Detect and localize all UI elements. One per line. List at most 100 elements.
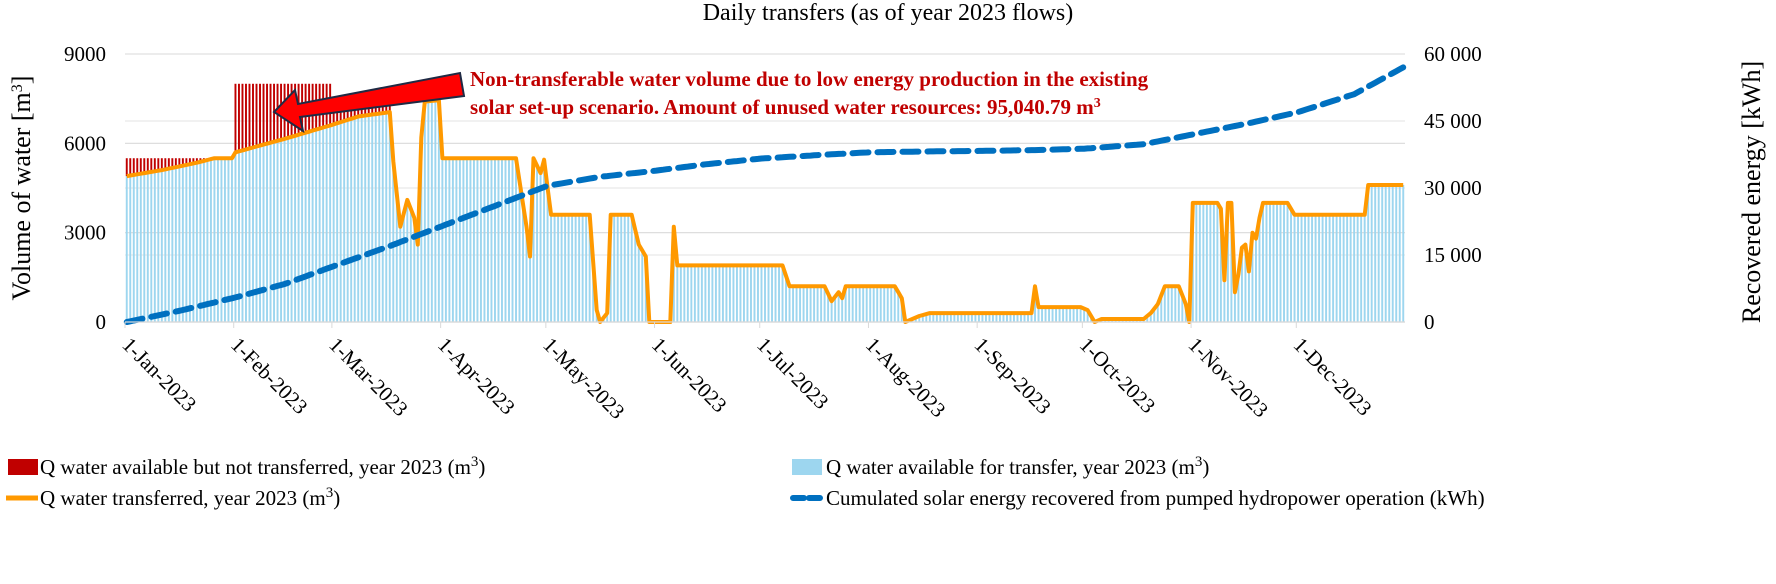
bar-available bbox=[977, 313, 980, 322]
bar-available bbox=[374, 114, 377, 322]
bar-available bbox=[280, 139, 283, 322]
bar-available bbox=[1153, 308, 1156, 322]
bar-available bbox=[497, 158, 500, 322]
bar-available bbox=[1216, 202, 1219, 322]
bar-available bbox=[213, 158, 216, 322]
y-axis-left-ticks: 0 3000 6000 9000 bbox=[64, 42, 106, 334]
x-tick-label: 1-Aug-2023 bbox=[861, 333, 951, 423]
bar-available bbox=[742, 265, 745, 322]
bar-available bbox=[518, 181, 521, 322]
bar-available bbox=[322, 127, 325, 323]
bar-available bbox=[490, 158, 493, 322]
bar-available bbox=[858, 286, 861, 322]
line-cumulated-energy bbox=[123, 64, 1407, 325]
bar-available bbox=[1258, 217, 1261, 322]
bar-available bbox=[1013, 313, 1015, 322]
bar-available bbox=[515, 158, 517, 322]
bar-available bbox=[241, 150, 244, 322]
bar-available bbox=[834, 296, 837, 322]
bar-available bbox=[564, 214, 567, 322]
bar-available bbox=[388, 112, 391, 322]
bar-available bbox=[809, 286, 812, 322]
bar-not-transferred bbox=[367, 104, 370, 116]
bar-not-transferred bbox=[360, 104, 363, 117]
legend-item-not-transferred: Q water available but not transferred, y… bbox=[8, 454, 485, 479]
bar-available bbox=[574, 214, 577, 322]
bar-available bbox=[1034, 286, 1036, 322]
x-tick-label: 1-Apr-2023 bbox=[433, 333, 520, 420]
bar-not-transferred bbox=[350, 104, 353, 119]
bar-available bbox=[181, 165, 184, 322]
bar-not-transferred bbox=[188, 158, 191, 165]
bar-available bbox=[616, 214, 619, 322]
bar-available bbox=[690, 265, 693, 322]
y-tick-left: 9000 bbox=[64, 42, 106, 66]
bar-available bbox=[420, 137, 423, 322]
bar-available bbox=[1251, 232, 1254, 322]
bar-available bbox=[806, 286, 809, 322]
bar-available bbox=[536, 165, 539, 322]
bar-available bbox=[1254, 238, 1257, 322]
bar-available bbox=[451, 158, 454, 322]
bar-not-transferred bbox=[357, 104, 360, 117]
bar-not-transferred bbox=[164, 158, 167, 170]
annotation-line-1: Non-transferable water volume due to low… bbox=[470, 67, 1149, 91]
bar-available bbox=[125, 176, 128, 322]
bar-available bbox=[1048, 307, 1051, 322]
bar-available bbox=[578, 214, 581, 322]
bar-available bbox=[1072, 307, 1075, 322]
bar-available bbox=[129, 175, 132, 322]
bar-available bbox=[1009, 313, 1012, 322]
bar-available bbox=[1321, 214, 1324, 322]
bar-available bbox=[711, 265, 714, 322]
bar-available bbox=[220, 158, 223, 322]
bar-available bbox=[774, 265, 777, 322]
bar-available bbox=[1293, 214, 1296, 322]
bar-available bbox=[1384, 185, 1387, 322]
bar-available bbox=[942, 313, 945, 322]
bar-available bbox=[336, 123, 339, 322]
bar-available bbox=[423, 101, 426, 323]
bar-available bbox=[304, 132, 307, 322]
bar-available bbox=[311, 130, 314, 322]
bar-available bbox=[1279, 202, 1282, 322]
bar-available bbox=[707, 265, 710, 322]
bar-available bbox=[883, 286, 886, 322]
bar-available bbox=[1402, 185, 1405, 322]
bar-not-transferred bbox=[381, 104, 384, 114]
bar-available bbox=[1079, 307, 1082, 322]
x-tick-label: 1-Sep-2023 bbox=[970, 333, 1056, 419]
bar-available bbox=[837, 292, 840, 322]
y-tick-right: 15 000 bbox=[1424, 243, 1482, 267]
bar-available bbox=[1233, 292, 1236, 322]
bar-available bbox=[1058, 307, 1061, 322]
bar-available bbox=[693, 265, 696, 322]
bar-available bbox=[262, 144, 265, 322]
bar-available bbox=[560, 214, 563, 322]
bar-available bbox=[171, 167, 174, 322]
bar-available bbox=[550, 214, 553, 322]
bar-available bbox=[1146, 316, 1149, 322]
bar-available bbox=[623, 214, 626, 322]
x-tick-label: 1-Jul-2023 bbox=[752, 333, 833, 414]
bar-available bbox=[525, 226, 528, 322]
series-available-bars bbox=[125, 100, 1405, 323]
bar-not-transferred bbox=[150, 158, 153, 172]
bar-available bbox=[553, 214, 556, 322]
bar-available bbox=[956, 313, 959, 322]
bar-available bbox=[1205, 202, 1208, 322]
bar-available bbox=[1335, 214, 1338, 322]
bar-available bbox=[1244, 244, 1247, 322]
bar-not-transferred bbox=[146, 158, 149, 173]
bar-not-transferred bbox=[374, 104, 377, 115]
bar-available bbox=[771, 265, 773, 322]
bar-available bbox=[276, 140, 279, 322]
bar-available bbox=[855, 286, 858, 322]
bar-available bbox=[308, 131, 311, 322]
bar-available bbox=[494, 158, 496, 322]
bar-available bbox=[984, 313, 987, 322]
bar-available bbox=[557, 214, 560, 322]
bar-available bbox=[1262, 202, 1264, 322]
bar-available bbox=[1328, 214, 1331, 322]
y-axis-right-ticks: 0 15 000 30 000 45 000 60 000 bbox=[1424, 42, 1482, 334]
